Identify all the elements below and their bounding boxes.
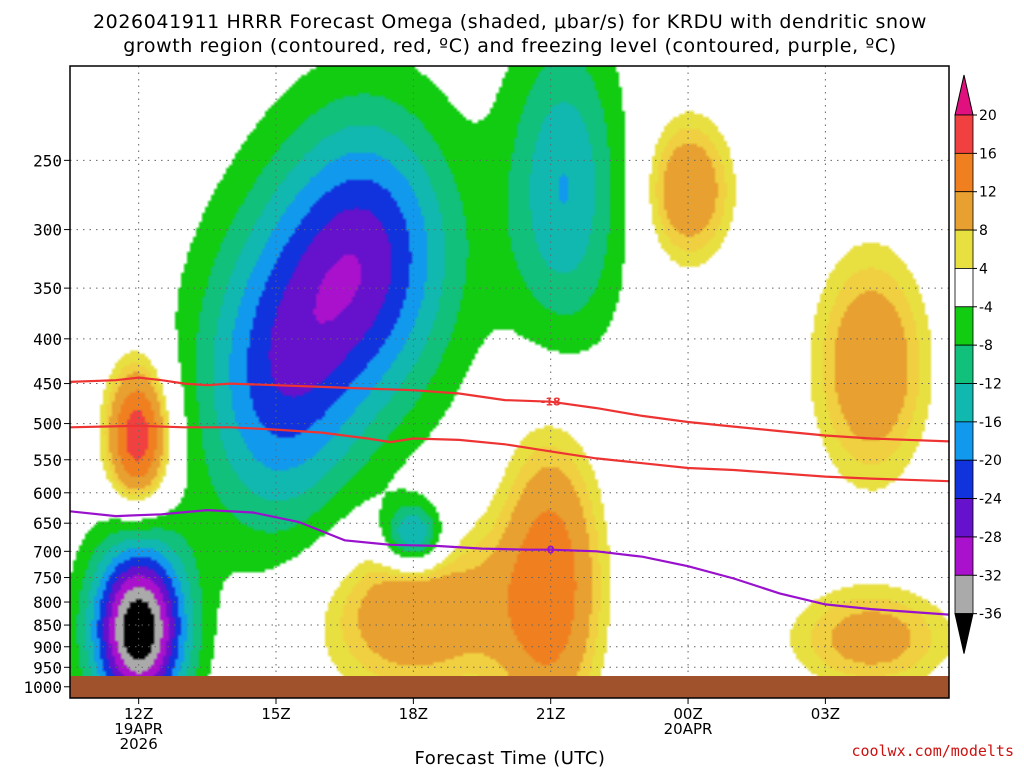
colorbar-label: 20 — [979, 108, 997, 124]
colorbar-label: -16 — [979, 415, 1002, 431]
colorbar-swatch — [954, 268, 974, 308]
x-axis-label: Forecast Time (UTC) — [415, 748, 606, 768]
plot-area: -18 0 — [70, 66, 949, 698]
colorbar-swatch — [954, 229, 974, 269]
credit-text: coolwx.com/modelts — [851, 742, 1014, 760]
omega-shaded-field — [70, 66, 949, 698]
colorbar: 20 16 12 8 4 -4 -8 -12 -16 -20 -24 -28 -32 -36 — [954, 74, 1002, 654]
colorbar-bottom-arrow — [954, 613, 974, 654]
y-tick-label: 600 — [33, 484, 62, 503]
colorbar-label: 8 — [979, 223, 988, 239]
x-tick-label: 12Z — [124, 705, 153, 723]
contour-label: 0 — [547, 544, 555, 557]
x-tick-label: 21Z — [536, 705, 565, 723]
colorbar-label: 12 — [979, 185, 997, 201]
colorbar-swatch — [954, 383, 974, 423]
y-tick-label: 450 — [33, 375, 62, 394]
colorbar-label: -12 — [979, 377, 1002, 393]
colorbar-label: -24 — [979, 492, 1002, 508]
chart-title-line-2: growth region (contoured, red, ºC) and f… — [123, 35, 897, 57]
grid-lines — [70, 66, 949, 698]
y-tick-label: 700 — [33, 542, 62, 561]
x-tick-label: 00Z — [673, 705, 702, 723]
freezing-level-contour — [70, 508, 949, 616]
y-tick-label: 850 — [33, 616, 62, 635]
y-tick-label: 950 — [33, 658, 62, 677]
y-tick-label: 400 — [33, 330, 62, 349]
colorbar-label: 16 — [979, 146, 997, 162]
contour-lines: -18 0 — [70, 376, 949, 616]
colorbar-swatch — [954, 114, 974, 154]
colorbar-swatch — [954, 191, 974, 231]
x-tick-label: 2026 — [120, 735, 158, 753]
dendritic-growth-lower-contour — [70, 424, 949, 483]
colorbar-swatch — [954, 152, 974, 193]
x-tick-label: 03Z — [811, 705, 840, 723]
x-tick-label: 19APR — [114, 720, 163, 738]
colorbar-label: 4 — [979, 261, 988, 277]
contour-label: -18 — [541, 396, 561, 409]
y-tick-label: 350 — [33, 279, 62, 298]
x-tick-label: 18Z — [399, 705, 428, 723]
colorbar-label: -28 — [979, 530, 1002, 546]
y-tick-label: 250 — [33, 151, 62, 170]
colorbar-swatch — [954, 459, 974, 499]
ground-below-surface — [70, 676, 949, 698]
colorbar-label: -4 — [979, 300, 993, 316]
colorbar-swatch — [954, 574, 974, 615]
y-tick-label: 750 — [33, 569, 62, 588]
y-tick-label: 1000 — [23, 678, 62, 697]
colorbar-swatch — [954, 344, 974, 384]
colorbar-label: -36 — [979, 607, 1002, 623]
plot-frame — [69, 65, 950, 699]
y-tick-label: 900 — [33, 638, 62, 657]
colorbar-swatch — [954, 421, 974, 461]
x-tick-label: 15Z — [261, 705, 290, 723]
colorbar-swatch — [954, 306, 974, 346]
colorbar-label: -32 — [979, 568, 1002, 584]
colorbar-label: -20 — [979, 453, 1002, 469]
y-axis-ticks: 250 300 350 400 450 500 550 600 650 700 750 800 850 9… — [23, 151, 70, 697]
colorbar-swatch — [954, 498, 974, 538]
colorbar-top-arrow — [954, 74, 974, 116]
x-tick-label: 20APR — [664, 720, 713, 738]
colorbar-label: -8 — [979, 338, 993, 354]
dendritic-growth-upper-contour — [70, 376, 949, 443]
y-tick-label: 300 — [33, 221, 62, 240]
colorbar-swatch — [954, 536, 974, 576]
chart-title-line-1: 2026041911 HRRR Forecast Omega (shaded, … — [93, 11, 927, 33]
y-tick-label: 650 — [33, 514, 62, 533]
y-tick-label: 800 — [33, 593, 62, 612]
y-tick-label: 500 — [33, 415, 62, 434]
y-tick-label: 550 — [33, 451, 62, 470]
